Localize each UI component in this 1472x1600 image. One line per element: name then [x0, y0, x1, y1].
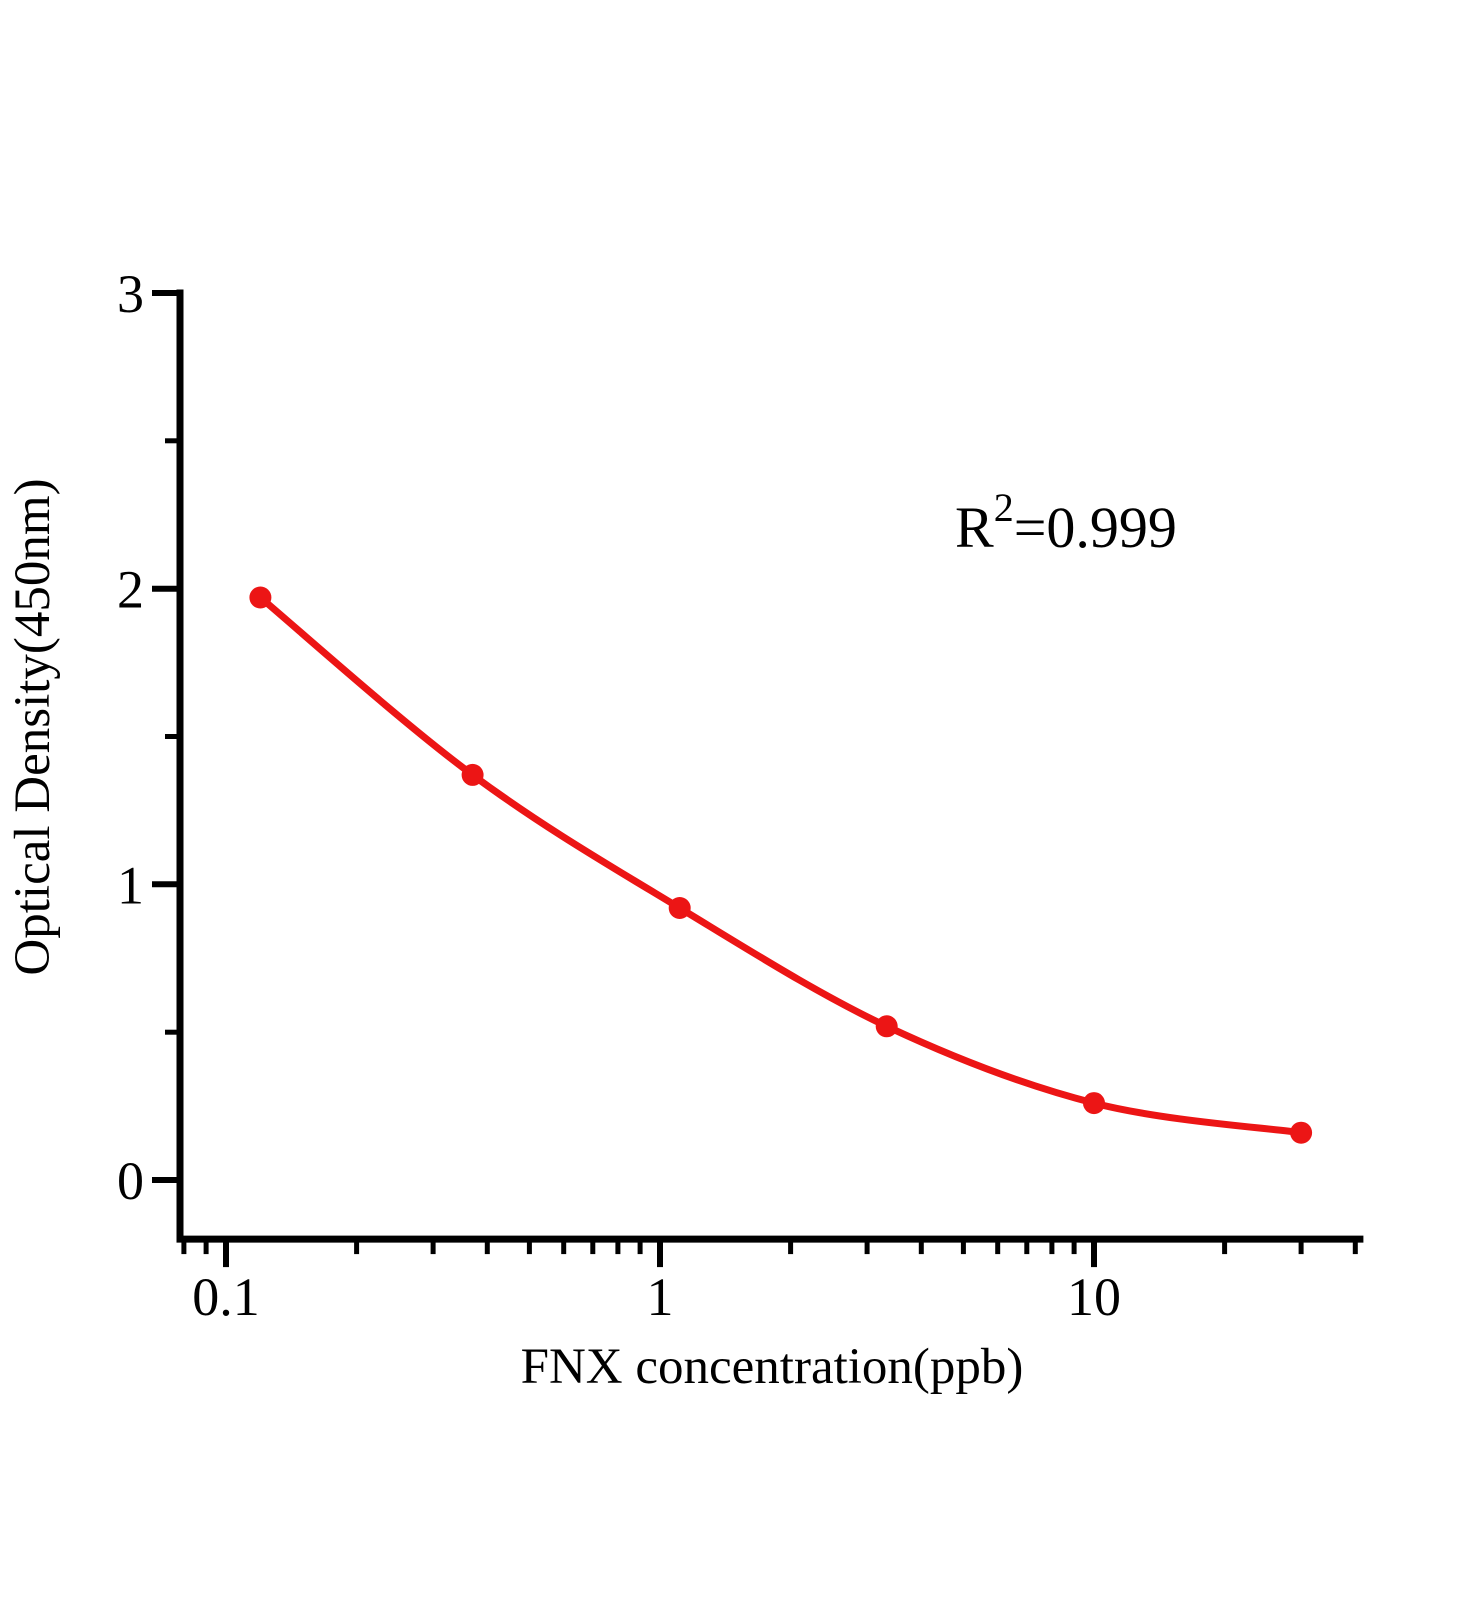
data-point	[668, 897, 691, 919]
data-point	[461, 763, 484, 786]
r-squared-exponent: 2	[994, 485, 1014, 530]
y-tick-label: 2	[117, 560, 144, 620]
fit-curve	[256, 594, 1305, 1137]
r-squared-base: R	[955, 495, 994, 560]
data-point	[249, 586, 272, 609]
plot-area: 0 1 2 3 0.1 1 10	[117, 264, 1364, 1327]
y-axis-title: Optical Density(450nm)	[5, 478, 61, 975]
x-tick-label: 10	[1067, 1267, 1121, 1327]
y-tick-label: 1	[117, 855, 144, 915]
x-tick-label: 0.1	[192, 1267, 260, 1327]
r-squared-value: =0.999	[1014, 495, 1177, 560]
x-axis-title: FNX concentration(ppb)	[521, 1339, 1024, 1395]
x-tick-label: 1	[647, 1267, 674, 1327]
y-tick-label: 0	[117, 1151, 144, 1211]
axis-spine	[176, 289, 1364, 1243]
data-point	[1083, 1092, 1105, 1115]
data-point	[1290, 1121, 1313, 1144]
r-squared-annotation: R2=0.999	[955, 485, 1177, 560]
data-point	[875, 1015, 898, 1038]
y-tick-label: 3	[117, 264, 144, 324]
